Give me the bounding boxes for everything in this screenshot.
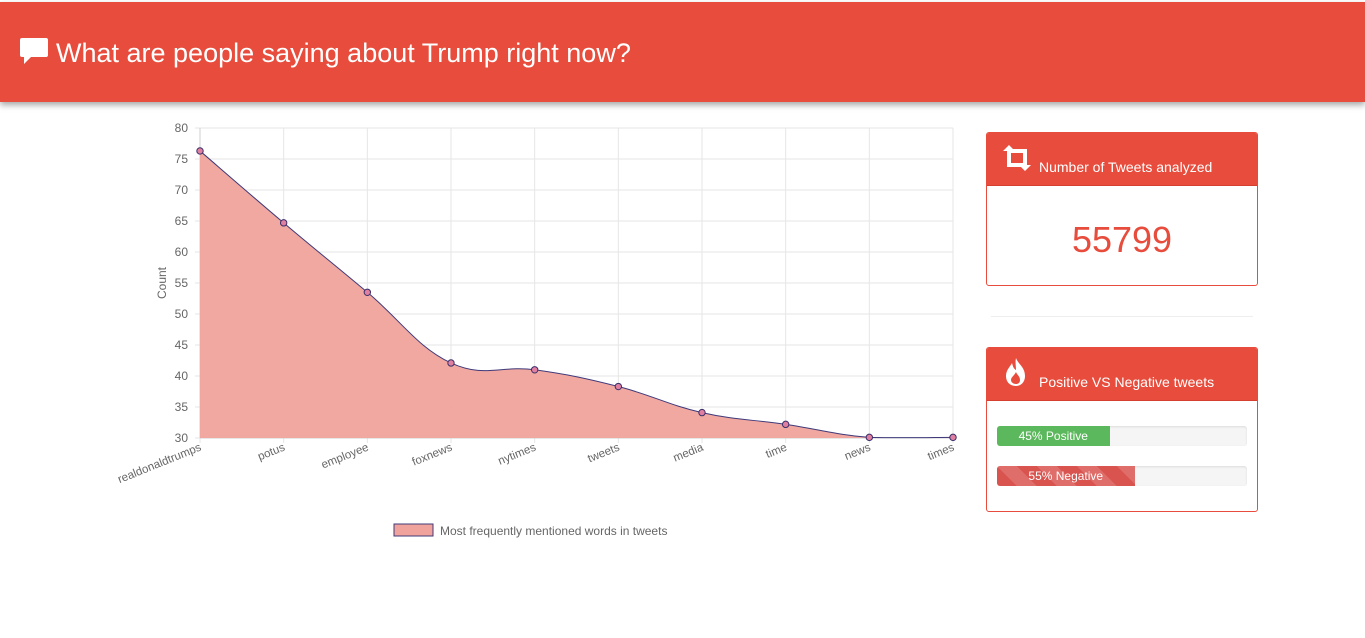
y-tick-label: 60 (175, 245, 189, 259)
y-tick-label: 65 (175, 214, 189, 228)
data-point (196, 147, 204, 155)
x-tick-label: times (926, 442, 956, 464)
y-tick-label: 30 (175, 431, 189, 445)
y-tick-label: 50 (175, 307, 189, 321)
fire-icon (1006, 358, 1025, 386)
negative-bar: 55% Negative (997, 466, 1135, 486)
data-point (614, 382, 623, 391)
retweet-icon (1003, 145, 1031, 171)
data-point (363, 288, 372, 297)
positive-progress: 45% Positive (997, 426, 1247, 446)
comment-icon (20, 38, 48, 64)
x-tick-label: media (672, 441, 706, 464)
tweets-panel-label: Number of Tweets analyzed (1039, 159, 1213, 175)
data-point (279, 219, 288, 227)
y-axis-title: Count (155, 266, 169, 299)
x-tick-label: news (843, 442, 873, 463)
word-frequency-chart: 30 35 40 45 50 55 60 65 70 75 80 realdonaldtrumps po… (100, 115, 970, 555)
x-tick-label: employee (320, 442, 371, 472)
header-bar: What are people saying about Trump right… (0, 2, 1365, 102)
series-line (199, 150, 954, 439)
series-area (200, 150, 953, 438)
x-tick-label: foxnews (411, 442, 455, 469)
y-tick-label: 80 (175, 121, 189, 135)
chart-canvas: 30 35 40 45 50 55 60 65 70 75 80 realdonaldtrumps po… (116, 121, 957, 538)
data-point (781, 420, 790, 429)
y-tick-label: 40 (175, 369, 189, 383)
data-point (447, 359, 455, 367)
y-tick-label: 45 (175, 338, 189, 352)
x-tick-label: realdonaldtrumps (116, 442, 203, 487)
positive-bar: 45% Positive (997, 426, 1110, 446)
sentiment-panel-label: Positive VS Negative tweets (1039, 374, 1215, 390)
y-tick-label: 35 (175, 400, 189, 414)
data-point (698, 408, 706, 417)
x-tick-label: time (764, 442, 789, 461)
y-tick-label: 75 (175, 152, 189, 166)
page-title: What are people saying about Trump right… (56, 38, 631, 68)
tweets-analyzed-panel: Number of Tweets analyzed 55799 (986, 132, 1258, 286)
x-tick-label: nytimes (497, 442, 538, 468)
x-tick-label: potus (256, 442, 287, 464)
tweets-panel-heading: Number of Tweets analyzed (987, 133, 1257, 186)
sentiment-panel: Positive VS Negative tweets 45% Positive… (986, 347, 1258, 512)
y-tick-label: 70 (175, 183, 189, 197)
tweet-count: 55799 (1071, 219, 1173, 260)
legend-label: Most frequently mentioned words in tweet… (440, 524, 667, 538)
x-tick-label: tweets (586, 442, 622, 466)
sentiment-panel-heading: Positive VS Negative tweets (987, 348, 1257, 401)
data-point (949, 433, 957, 442)
legend-swatch (393, 523, 434, 537)
negative-progress: 55% Negative (997, 466, 1247, 486)
y-tick-label: 55 (175, 276, 189, 290)
panel-divider (991, 316, 1253, 317)
data-point (865, 433, 874, 442)
data-point (530, 366, 539, 374)
